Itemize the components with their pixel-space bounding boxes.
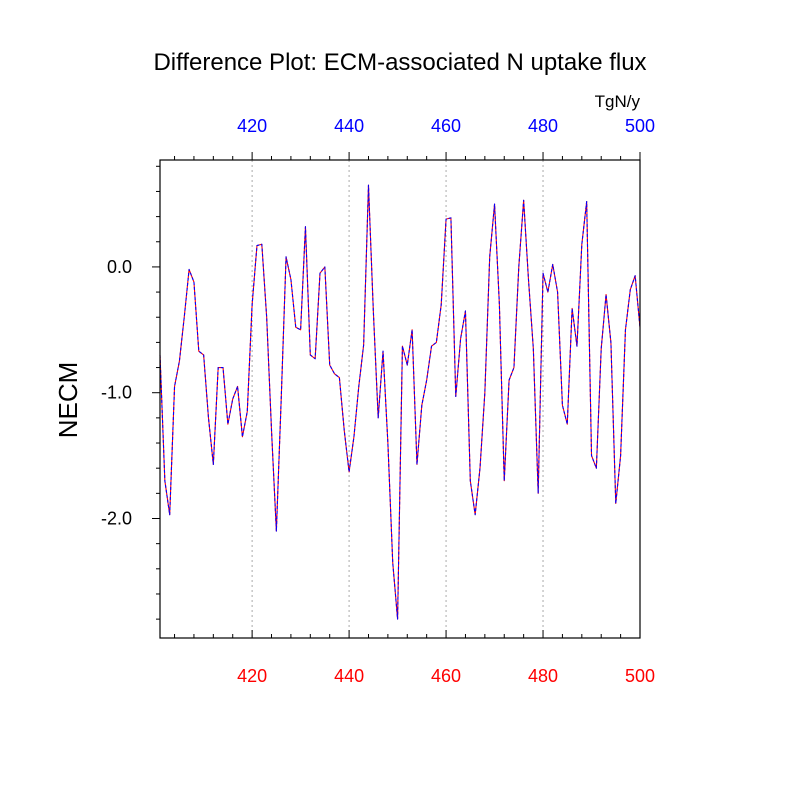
x-tick-label-bottom: 460 [431,666,461,686]
x-tick-label-top: 440 [334,116,364,136]
chart-title: Difference Plot: ECM-associated N uptake… [153,49,646,76]
tick-labels: 420 440 460 480 500 420 440 460 480 500 0.0 -1.0 -2.… [101,116,655,686]
plot-frame [159,159,641,639]
y-tick-label: 0.0 [107,257,132,277]
data-series [159,184,641,620]
units-label: TgN/y [595,92,641,111]
axis-ticks [152,152,641,638]
x-tick-label-top: 480 [528,116,558,136]
x-tick-label-bottom: 440 [334,666,364,686]
series-line-2 [159,184,641,620]
y-tick-label: -1.0 [101,383,132,403]
x-tick-label-top: 420 [237,116,267,136]
y-axis-label: NECM [53,362,83,439]
y-tick-label: -2.0 [101,509,132,529]
x-tick-label-bottom: 480 [528,666,558,686]
x-tick-label-bottom: 500 [625,666,655,686]
x-tick-label-top: 460 [431,116,461,136]
x-tick-label-bottom: 420 [237,666,267,686]
x-tick-label-top: 500 [625,116,655,136]
